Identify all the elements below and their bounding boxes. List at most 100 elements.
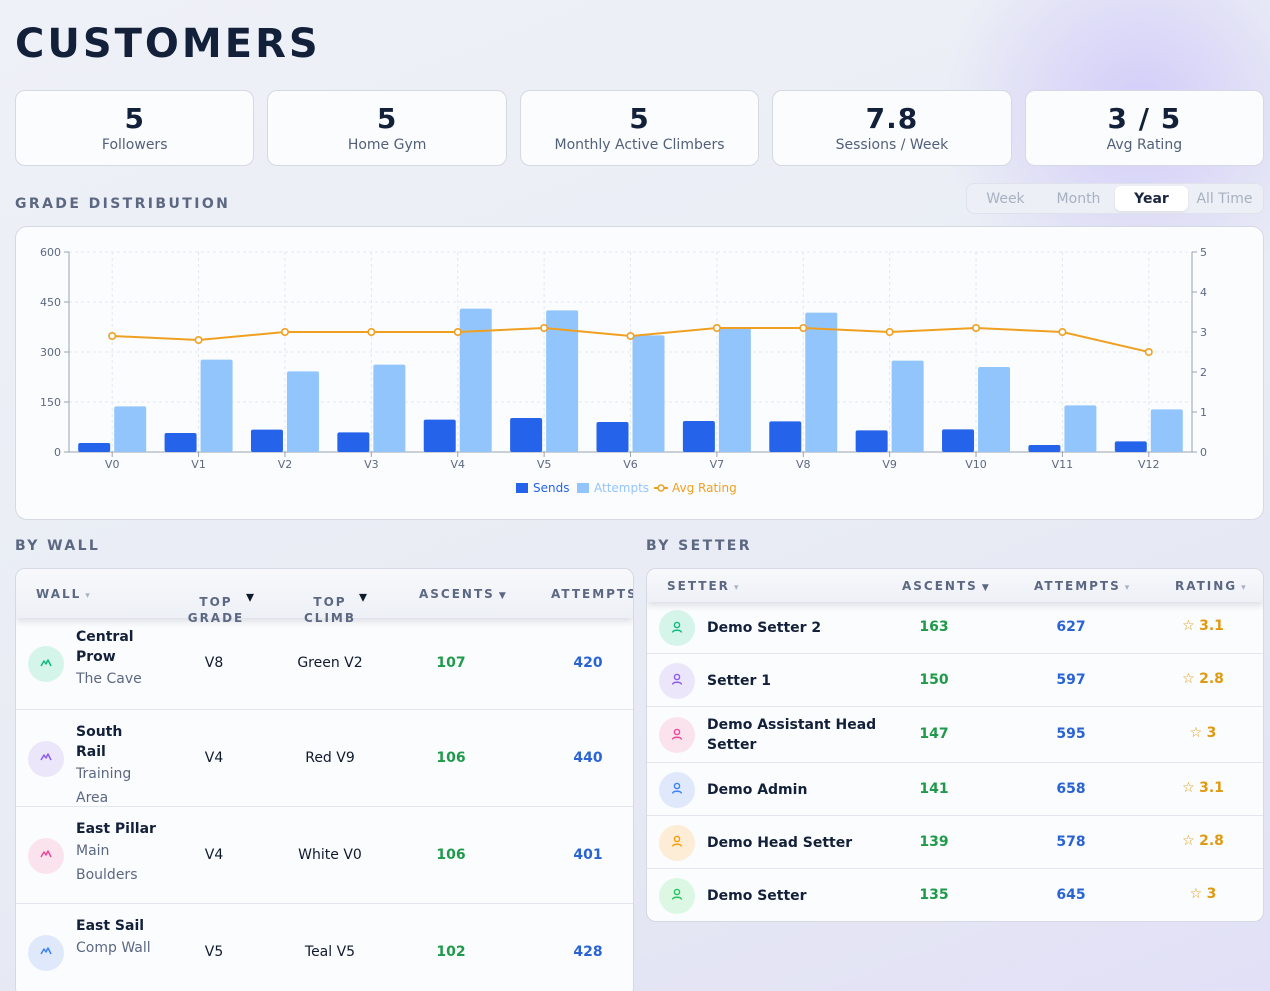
- ascents-value: 147: [919, 726, 949, 742]
- point-avg-rating: [367, 328, 376, 337]
- setter-name: Demo Head Setter: [707, 834, 853, 851]
- x-tick-label: V4: [450, 458, 465, 471]
- ascents-value: 141: [919, 780, 949, 797]
- mountain-icon: [39, 846, 53, 865]
- wall-avatar: [28, 740, 64, 777]
- star-icon: ☆: [1189, 725, 1207, 741]
- sort-icon: ▾: [85, 591, 90, 601]
- rating-value: ☆ 3: [1171, 725, 1235, 741]
- top-climb: Teal V5: [304, 943, 356, 960]
- ascents-value: 135: [919, 886, 949, 903]
- attempts-value: 658: [1056, 780, 1086, 797]
- person-icon: [670, 886, 684, 905]
- table-row[interactable]: Central Prow The Cave V8 Green V2 107 420: [16, 618, 633, 710]
- rating-value: ☆ 3.1: [1171, 780, 1235, 796]
- kpi-value: 5: [629, 102, 650, 135]
- wall-area: The Cave: [76, 671, 142, 687]
- attempts-value: 627: [1056, 619, 1086, 635]
- wall-name: South Rail: [76, 723, 123, 760]
- rating-number: 3.1: [1199, 779, 1224, 796]
- attempts-value: 597: [1056, 671, 1086, 688]
- setter-name: Demo Admin: [707, 781, 808, 798]
- attempts-value: 428: [573, 943, 603, 960]
- bar-sends: [78, 443, 111, 452]
- bar-attempts: [632, 335, 665, 452]
- col-attempts-label: ATTEMPTS: [1034, 579, 1121, 593]
- attempts-value: 420: [573, 655, 603, 671]
- col-ascents[interactable]: ASCENTS ▼: [902, 578, 989, 596]
- kpi-label: Home Gym: [347, 137, 427, 153]
- kpi-label: Sessions / Week: [835, 137, 949, 153]
- kpi-label: Monthly Active Climbers: [554, 137, 725, 153]
- table-row[interactable]: Setter 1 150 597 ☆ 2.8: [647, 654, 1263, 707]
- x-tick-label: V6: [623, 458, 638, 471]
- grade-distribution-heading: GRADE DISTRIBUTION: [15, 196, 231, 212]
- x-tick-label: V2: [278, 458, 293, 471]
- bar-sends: [682, 421, 715, 452]
- col-rating[interactable]: RATING ▾: [1175, 578, 1246, 596]
- col-attempts[interactable]: ATTEMPTS▾: [1034, 578, 1129, 596]
- setter-avatar: [659, 717, 695, 753]
- col-attempts[interactable]: ATTEMPTS▾: [551, 586, 633, 604]
- bar-attempts: [114, 406, 147, 452]
- star-icon: ☆: [1182, 779, 1200, 796]
- range-month[interactable]: Month: [1056, 190, 1101, 207]
- setter-table: SETTER ▾ ASCENTS ▼ ATTEMPTS ▾ RATING ▾ Demo …: [646, 568, 1264, 922]
- table-row[interactable]: Demo Head Setter 139 578 ☆ 2.8: [647, 816, 1263, 869]
- top-grade: V4: [204, 749, 224, 766]
- mountain-icon: [39, 943, 53, 962]
- person-icon: [670, 833, 684, 852]
- rating-number: 2.8: [1199, 832, 1224, 849]
- ascents-value: 150: [919, 671, 949, 688]
- point-avg-rating: [885, 328, 894, 337]
- sort-active-icon: ▼: [498, 591, 506, 601]
- x-tick-label: V8: [796, 458, 811, 471]
- grade-distribution-chart: 0 150 300 450 600 0 1 2 3 4 5 V0 V1 V2 V3 V4 V5 V6 V7 V8 V9 V…: [15, 226, 1264, 520]
- col-wall-label: WALL: [36, 587, 82, 601]
- star-icon: ☆: [1182, 618, 1200, 634]
- bar-sends: [1114, 441, 1147, 452]
- chart-svg: 0 150 300 450 600 0 1 2 3 4 5 V0 V1 V2 V3 V4 V5 V6 V7 V8 V9 V…: [40, 246, 1207, 495]
- top-grade: V5: [204, 943, 224, 960]
- person-icon: [670, 780, 684, 799]
- table-row[interactable]: South Rail Training Area V4 Red V9 106 440: [16, 710, 633, 807]
- table-row[interactable]: Demo Admin 141 658 ☆ 3.1: [647, 763, 1263, 816]
- legend-swatch-sends: [516, 483, 528, 493]
- kpi-value: 5: [376, 102, 398, 135]
- y2-tick-label: 3: [1200, 326, 1207, 339]
- col-top-grade[interactable]: TOP GRADE: [184, 578, 248, 626]
- setter-avatar: [659, 824, 695, 861]
- y-tick-label: 600: [40, 246, 61, 259]
- kpi-label: Followers: [101, 137, 168, 153]
- col-ascents[interactable]: ASCENTS ▼: [419, 586, 506, 604]
- ascents-value: 163: [919, 619, 949, 635]
- table-row[interactable]: East Pillar Main Boulders V4 White V0 106 401: [16, 807, 633, 904]
- table-row[interactable]: East Sail Comp Wall V5 Teal V5 102 428: [16, 904, 633, 991]
- rating-value: ☆ 3.1: [1171, 618, 1235, 634]
- x-tick-label: V10: [965, 458, 987, 471]
- point-avg-rating: [1144, 348, 1153, 357]
- range-week[interactable]: Week: [986, 190, 1025, 207]
- attempts-value: 401: [573, 846, 603, 863]
- bar-sends: [942, 429, 975, 452]
- bar-attempts: [805, 312, 838, 452]
- bar-sends: [250, 429, 283, 452]
- col-wall[interactable]: WALL ▾: [36, 586, 90, 604]
- range-all-time[interactable]: All Time: [1196, 190, 1253, 207]
- table-row[interactable]: Demo Setter 135 645 ☆ 3: [647, 869, 1263, 921]
- bar-attempts: [373, 364, 406, 452]
- col-setter[interactable]: SETTER ▾: [667, 578, 738, 596]
- ascents-value: 139: [919, 833, 949, 850]
- range-year[interactable]: Year: [1115, 186, 1188, 211]
- bar-sends: [769, 421, 802, 452]
- rating-number: 3.1: [1199, 618, 1224, 634]
- legend-marker-avg-rating: [657, 484, 665, 492]
- attempts-value: 595: [1056, 726, 1086, 742]
- table-row[interactable]: Demo Assistant Head Setter 147 595 ☆ 3: [647, 707, 1263, 763]
- star-icon: ☆: [1182, 670, 1200, 687]
- sort-icon: ▾: [359, 587, 368, 606]
- kpi-card-sessions: 7.8 Sessions / Week: [772, 90, 1012, 166]
- table-row[interactable]: Demo Setter 2 163 627 ☆ 3.1: [647, 602, 1263, 654]
- col-top-climb[interactable]: TOP CLIMB: [300, 578, 360, 626]
- y-tick-label: 450: [40, 296, 61, 309]
